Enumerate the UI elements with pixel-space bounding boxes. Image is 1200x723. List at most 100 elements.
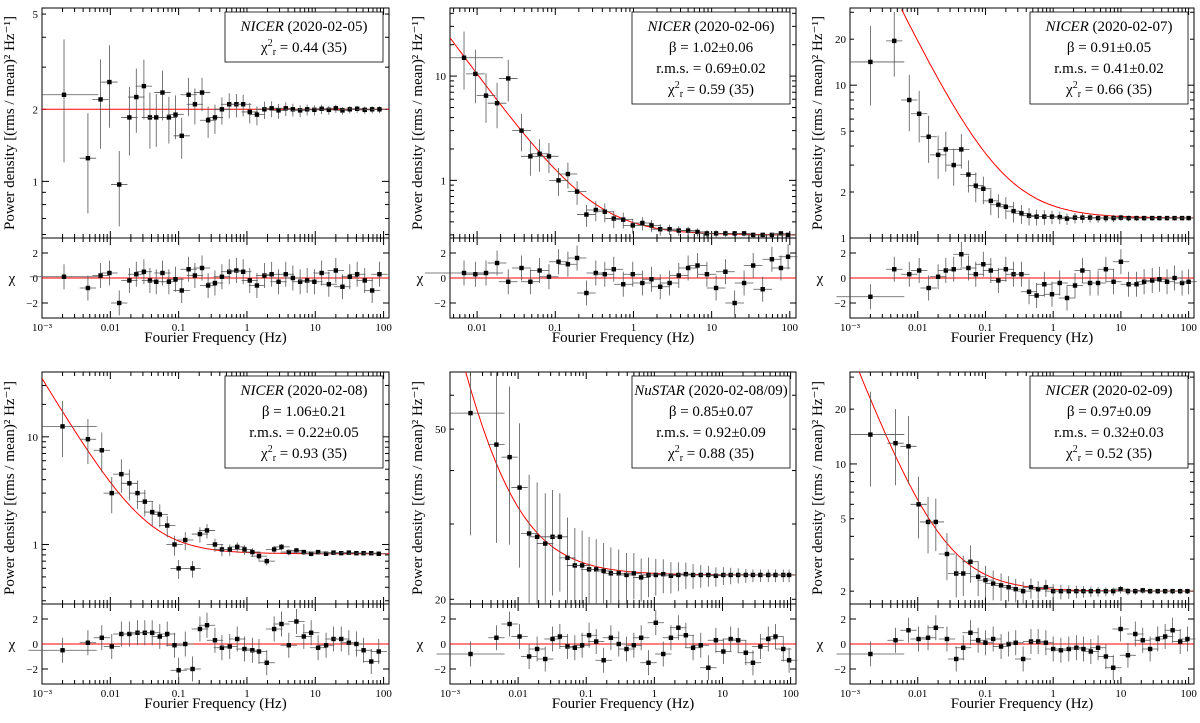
data-point [893,441,898,446]
residual-point [294,619,299,624]
residual-point [975,638,981,643]
residual-point [954,656,959,662]
x-tick-label: 100 [1180,322,1197,334]
data-point [907,97,912,103]
x-axis-title: Fourier Frequency (Hz) [552,330,694,346]
residual-point [468,651,473,657]
data-point [683,571,689,577]
residual-point [254,283,260,288]
annotation-box [631,375,791,469]
residual-point [186,267,191,272]
data-point [667,227,672,232]
data-point [197,531,203,537]
residual-point [301,634,307,639]
residual-point [1019,272,1024,277]
data-point [256,553,262,559]
chi-square-value: = 0.66 (35) [1081,82,1152,98]
residual-point [172,643,177,648]
residual-point [698,643,703,648]
data-point [990,581,996,586]
residual-point [565,644,570,649]
residual-point [1111,665,1116,670]
residual-point [199,265,205,271]
residual-point [517,634,522,639]
data-point [135,490,140,496]
residual-point [519,265,524,271]
x-axis-title: Fourier Frequency (Hz) [144,696,286,712]
residual-point [630,272,635,277]
residual-point [1134,282,1139,287]
x-tick-label: 10⁻³ [840,688,861,700]
residual-point [732,300,737,306]
residual-point [362,278,367,283]
residual-point [197,626,203,632]
data-point [528,154,533,159]
data-point [998,583,1004,588]
residual-point [60,648,65,653]
fit-parameter: r.m.s. = 0.92±0.09 [656,425,766,441]
data-point [616,571,621,576]
data-point [706,572,711,578]
residual-point [1043,640,1049,645]
residual-point [377,272,382,277]
data-point [892,38,897,44]
annotation-box [631,11,791,105]
data-point [346,550,352,555]
data-point [750,232,756,238]
data-point [1035,587,1041,592]
data-point [212,115,218,120]
chi-square-label: χ2r = 0.44 (35) [260,38,347,58]
residual-point [906,628,911,633]
residual-point [147,278,153,283]
resid-y-tick-label: 0 [33,273,39,285]
residual-point [968,630,973,635]
residual-axis-title: χ [416,637,424,653]
chi-square-value: = 0.59 (35) [683,82,754,98]
residual-point [286,643,292,648]
annotation-title: NICER (2020-02-08) [239,383,367,399]
residual-point [1125,653,1131,658]
chi-subscript: r [1078,453,1082,464]
residual-point [176,668,181,673]
data-point [235,544,240,550]
fit-parameter: r.m.s. = 0.41±0.02 [1054,61,1164,77]
data-point [339,550,344,556]
residual-point [164,631,170,637]
fit-parameter: β = 0.85±0.07 [669,404,754,420]
resid-y-tick-label: −2 [434,664,446,676]
residual-point [998,644,1004,649]
data-point [537,151,542,156]
residual-point [369,288,375,293]
residual-point [242,646,247,652]
data-point [786,572,792,578]
residual-point [1141,279,1147,284]
data-point [1087,215,1093,220]
residual-point [154,279,159,284]
residual-point [658,284,663,289]
residual-point [323,643,329,648]
chart-panel-1: 10⁻³ 0.01 0.1 1 10 100 1 2 5 −2 0 2 NICER (2020-02-0… [2,7,392,346]
data-point [264,558,269,564]
residual-point [584,290,589,296]
data-point [916,111,922,116]
residual-point [557,634,563,639]
residual-point [279,621,284,627]
data-point [676,572,681,578]
residual-point [537,268,542,273]
chi-square-value: = 0.88 (35) [683,446,754,462]
data-point [242,547,247,552]
resid-y-tick-label: −2 [26,664,38,676]
residual-point [205,283,211,288]
residual-point [1026,289,1032,294]
residual-point [741,280,747,286]
data-point [262,107,267,112]
residual-point [785,254,791,259]
data-point [584,212,589,217]
residual-point [179,288,184,293]
residual-point [981,262,986,267]
x-tick-label: 10 [310,322,322,334]
resid-y-tick-label: −2 [26,298,38,310]
residual-point [868,294,873,299]
chart-panel-6: 10⁻³ 0.01 0.1 1 10 100 2 5 10 20 −2 0 2 NICER (2020-0… [810,371,1197,712]
x-tick-label: 1 [652,688,658,700]
